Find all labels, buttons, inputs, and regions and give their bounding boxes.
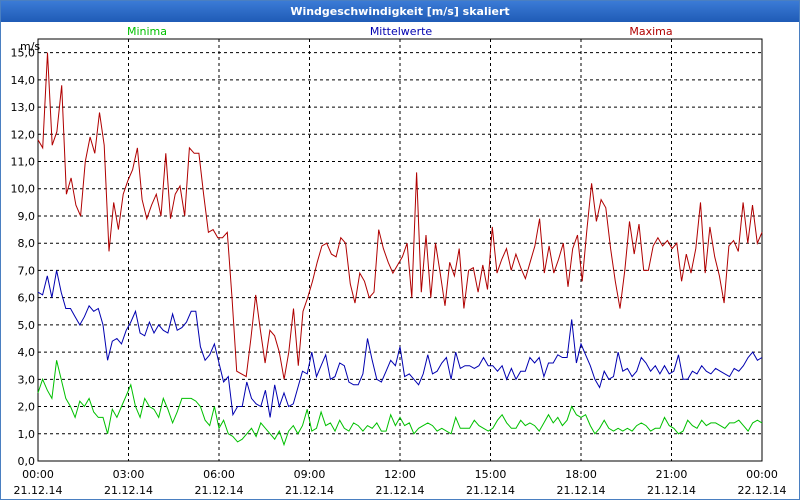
y-tick-label: 5,0 xyxy=(18,319,36,332)
x-tick-time: 00:00 xyxy=(746,468,778,481)
x-tick-date: 21.12.14 xyxy=(376,484,425,497)
legend-mittelwerte: Mittelwerte xyxy=(370,25,433,38)
y-tick-label: 12,0 xyxy=(11,128,36,141)
y-tick-label: 6,0 xyxy=(18,292,36,305)
x-tick-time: 03:00 xyxy=(113,468,145,481)
y-tick-label: 10,0 xyxy=(11,183,36,196)
x-tick-date: 21.12.14 xyxy=(104,484,153,497)
x-tick-date: 21.12.14 xyxy=(14,484,63,497)
y-tick-label: 9,0 xyxy=(18,210,36,223)
series-line-minima xyxy=(37,360,763,447)
grid-lines xyxy=(38,39,762,461)
y-tick-label: 13,0 xyxy=(11,101,36,114)
x-axis: 00:00 21.12.14 03:00 21.12.14 06:00 21.12.14 0… xyxy=(14,468,787,497)
series-line-maxima xyxy=(37,52,763,380)
plot-frame xyxy=(37,38,763,462)
chart-title: Windgeschwindigkeit [m/s] skaliert xyxy=(1,1,799,22)
y-tick-label: 11,0 xyxy=(11,156,36,169)
x-tick-date: 21.12.14 xyxy=(647,484,696,497)
y-tick-label: 14,0 xyxy=(11,74,36,87)
legend-maxima: Maxima xyxy=(629,25,672,38)
x-tick-date: 22.12.14 xyxy=(738,484,787,497)
y-tick-label: 8,0 xyxy=(18,237,36,250)
y-axis-label: m/s xyxy=(20,40,40,53)
series-line-mittelwerte xyxy=(37,270,763,418)
x-tick-time: 18:00 xyxy=(565,468,597,481)
y-tick-label: 4,0 xyxy=(18,346,36,359)
x-tick-time: 00:00 xyxy=(22,468,54,481)
x-tick-date: 21.12.14 xyxy=(557,484,606,497)
x-tick-date: 21.12.14 xyxy=(466,484,515,497)
x-tick-time: 06:00 xyxy=(203,468,235,481)
y-axis: 0,0 1,0 2,0 3,0 4,0 5,0 6,0 7,0 8,0 9,0 10,0 11,0 12… xyxy=(11,47,36,468)
x-tick-time: 12:00 xyxy=(384,468,416,481)
x-tick-date: 21.12.14 xyxy=(195,484,244,497)
y-tick-label: 0,0 xyxy=(18,455,36,468)
x-tick-time: 21:00 xyxy=(656,468,688,481)
legend-minima: Minima xyxy=(127,25,167,38)
series-layer xyxy=(37,52,763,447)
y-tick-label: 1,0 xyxy=(18,428,36,441)
x-tick-time: 09:00 xyxy=(294,468,326,481)
x-tick-time: 15:00 xyxy=(475,468,507,481)
y-tick-label: 2,0 xyxy=(18,401,36,414)
y-tick-label: 15,0 xyxy=(11,47,36,60)
y-tick-label: 3,0 xyxy=(18,373,36,386)
x-tick-date: 21.12.14 xyxy=(285,484,334,497)
y-tick-label: 7,0 xyxy=(18,264,36,277)
